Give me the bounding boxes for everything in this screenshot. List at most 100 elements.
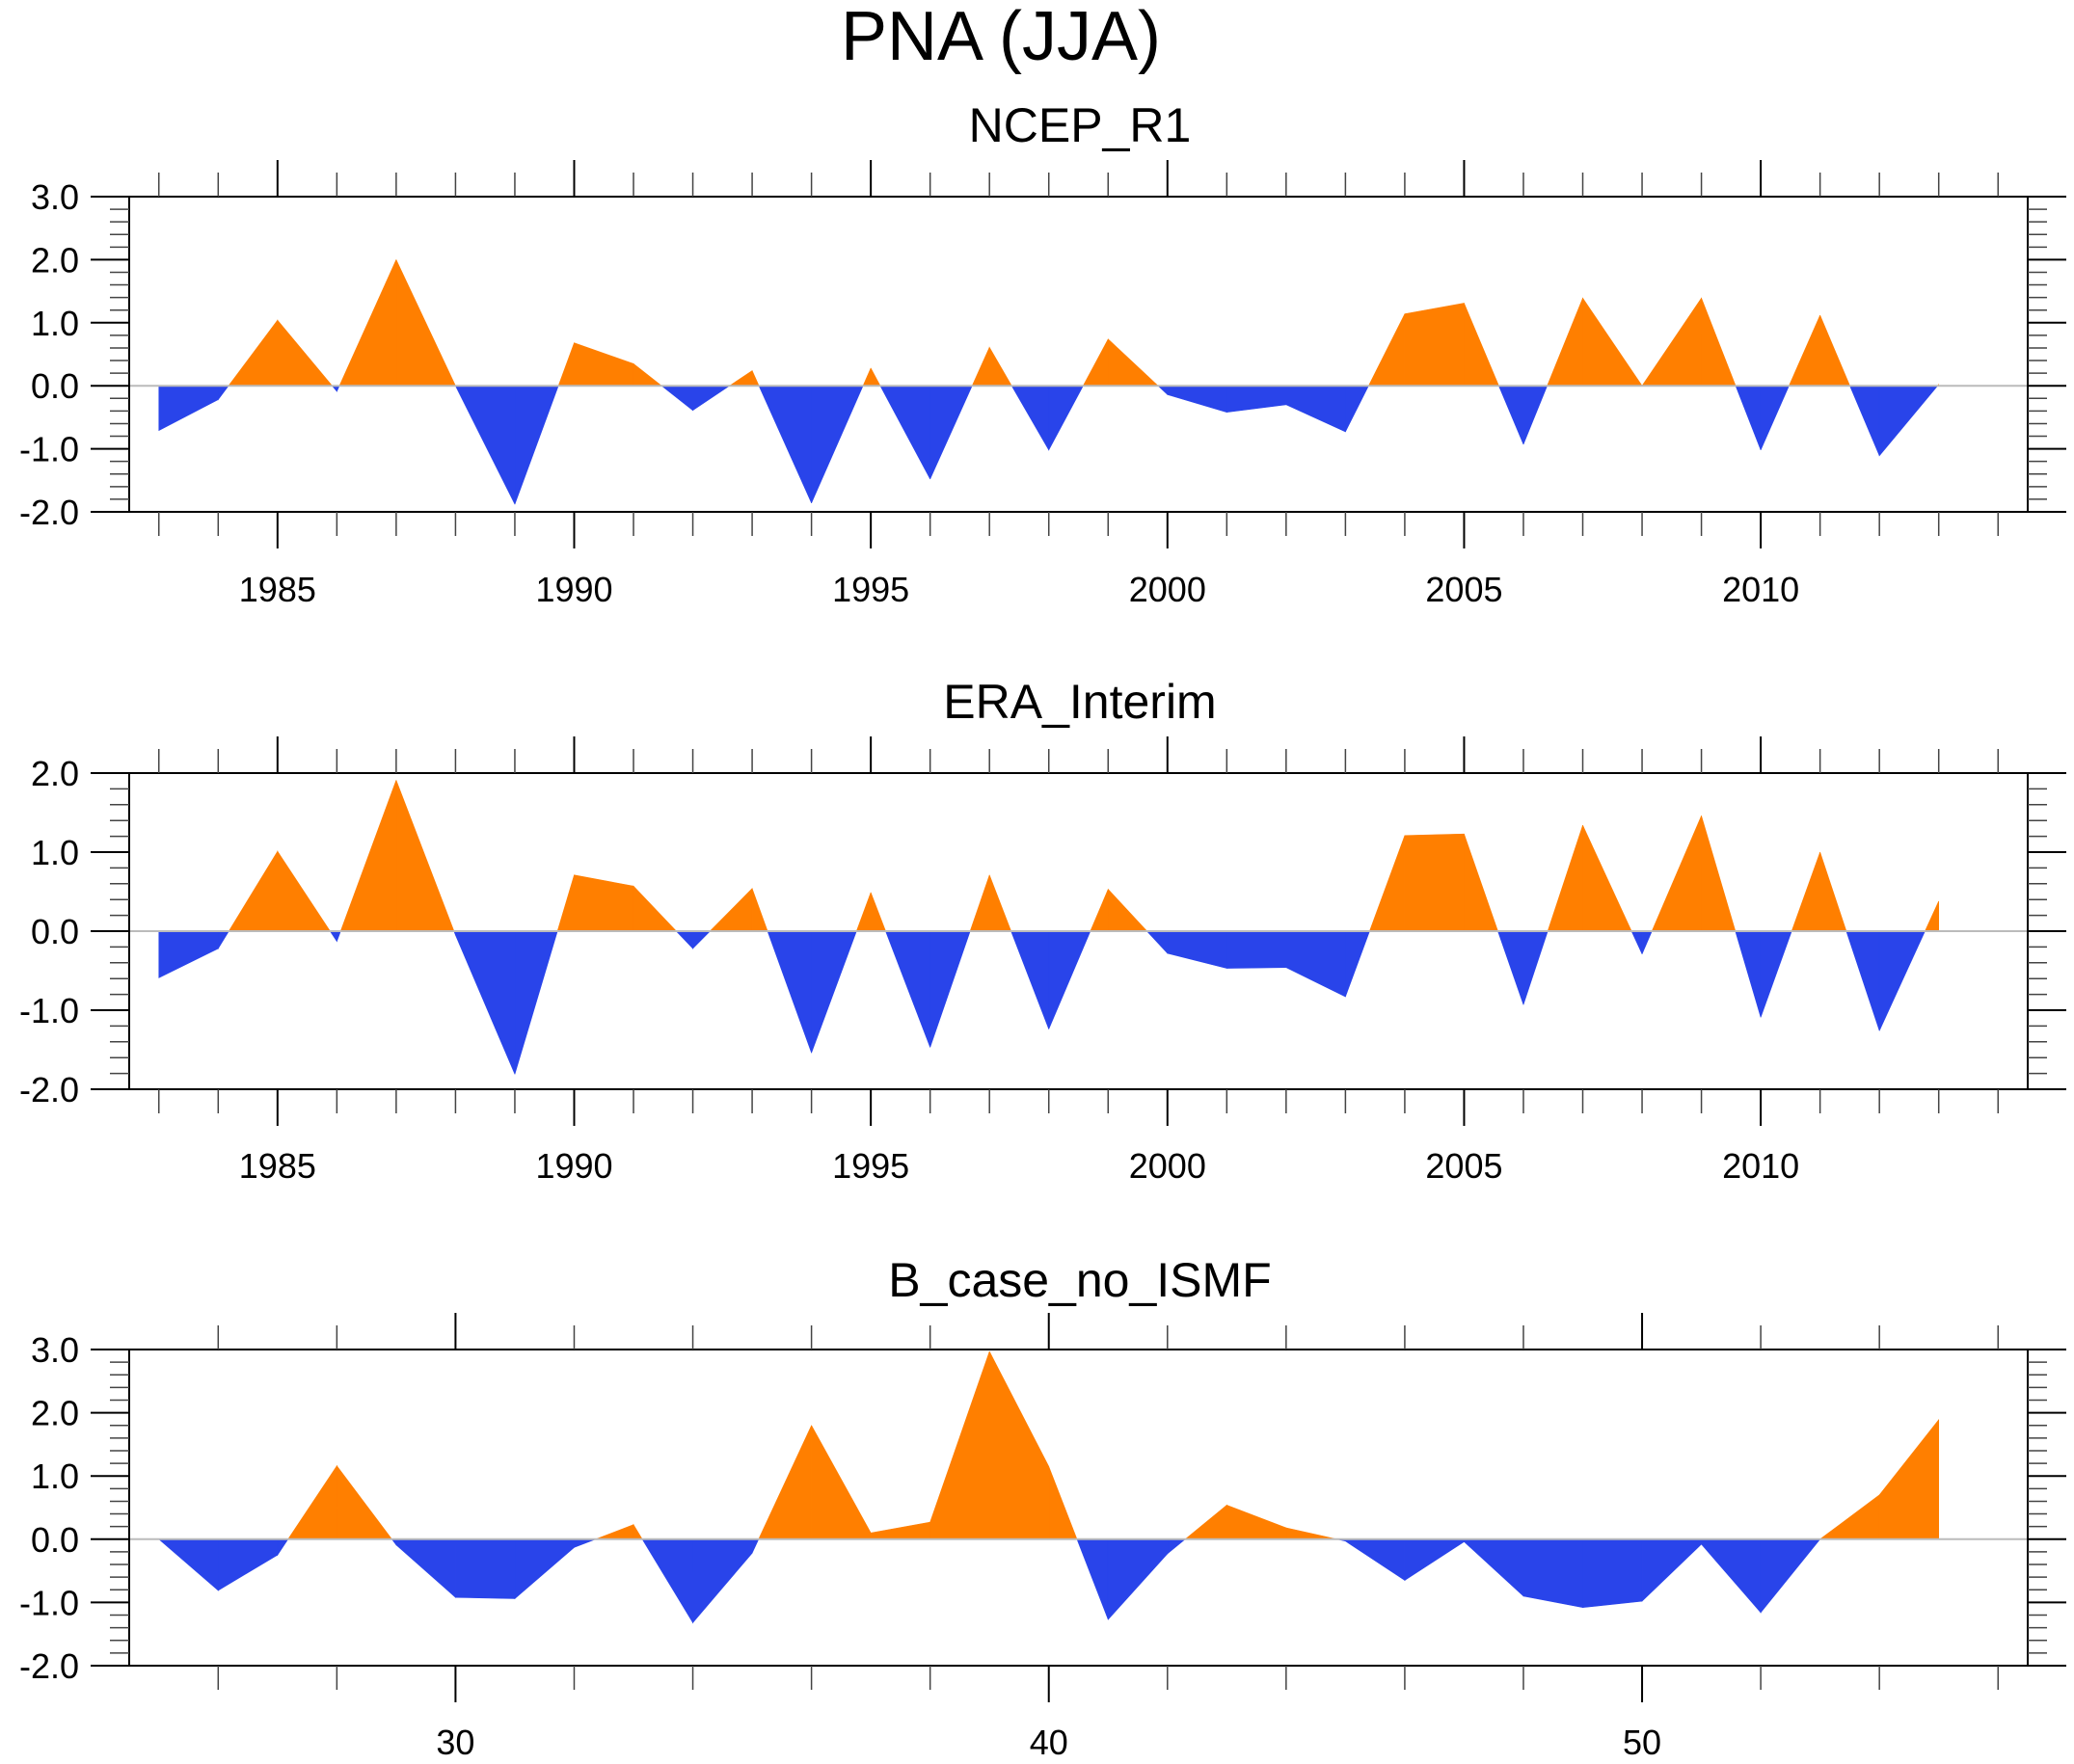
negative-area: [929, 385, 973, 480]
plot-frame: [128, 1349, 2029, 1667]
negative-area: [660, 385, 693, 412]
positive-area: [1285, 1527, 1337, 1540]
y-tick-label: 1.0: [31, 1457, 79, 1496]
negative-area: [758, 385, 812, 503]
positive-area: [988, 346, 1012, 387]
positive-area: [574, 342, 634, 387]
negative-area: [1345, 1538, 1406, 1581]
panel-b-case-no-ismf: B_case_no_ISMF -2.0 -1.0 0.0 1.0 2.0 3.0 30 40 5…: [19, 1253, 2066, 1762]
positive-area: [338, 259, 397, 387]
y-tick-label: 0.0: [31, 912, 79, 951]
area-fills: [158, 780, 1939, 1075]
positive-area: [969, 874, 990, 932]
negative-area: [1497, 930, 1524, 1005]
y-tick-label: 3.0: [31, 1330, 79, 1370]
positive-area: [971, 347, 990, 387]
positive-area: [1701, 298, 1737, 387]
negative-area: [514, 1538, 575, 1600]
positive-area: [633, 362, 662, 387]
negative-area: [811, 385, 864, 503]
negative-area: [885, 930, 930, 1048]
negative-area: [277, 1538, 289, 1557]
panel-era-interim: ERA_Interim -2.0 -1.0 0.0 1.0 2.0 1985 1990 199…: [19, 675, 2066, 1186]
positive-area: [557, 342, 575, 387]
negative-area: [337, 930, 341, 942]
positive-area: [855, 892, 872, 932]
x-tick-label: 1995: [832, 570, 909, 609]
positive-area: [395, 259, 456, 387]
positive-area: [751, 888, 768, 932]
negative-area: [675, 930, 693, 949]
negative-area: [1464, 1538, 1524, 1597]
positive-area: [1924, 900, 1939, 932]
y-tick-label: -2.0: [19, 493, 79, 532]
positive-area: [1464, 834, 1498, 932]
negative-area: [1226, 930, 1287, 969]
y-tick-label: 2.0: [31, 240, 79, 280]
positive-area: [1819, 851, 1847, 932]
positive-area: [1404, 303, 1465, 387]
x-tick-label: 2000: [1129, 570, 1206, 609]
positive-area: [870, 1521, 930, 1540]
negative-area: [692, 385, 731, 412]
negative-area: [692, 930, 712, 949]
negative-area: [641, 1538, 693, 1624]
positive-area: [1226, 1504, 1287, 1540]
negative-area: [1167, 1538, 1187, 1555]
negative-area: [1145, 930, 1169, 954]
negative-area: [1167, 930, 1227, 969]
x-tick-label: 1990: [535, 570, 612, 609]
negative-area: [692, 1538, 753, 1624]
negative-area: [1345, 385, 1369, 433]
negative-area: [1167, 385, 1227, 414]
positive-area: [1819, 314, 1850, 387]
negative-area: [1497, 385, 1524, 445]
panel-title: ERA_Interim: [943, 675, 1216, 729]
positive-area: [574, 874, 634, 932]
negative-area: [1849, 385, 1880, 456]
positive-area: [395, 780, 455, 932]
positive-area: [339, 780, 397, 932]
positive-area: [337, 1464, 393, 1540]
positive-area: [1582, 824, 1632, 932]
positive-area: [870, 892, 886, 932]
x-tick-label: 2000: [1129, 1146, 1206, 1186]
area-fills: [158, 259, 1939, 505]
negative-area: [158, 930, 219, 978]
positive-area: [1107, 888, 1148, 932]
y-tick-label: 2.0: [31, 1394, 79, 1433]
negative-area: [1345, 930, 1370, 998]
negative-area: [1582, 1538, 1643, 1608]
positive-area: [277, 319, 334, 387]
negative-area: [1010, 385, 1050, 452]
plot-frame: [128, 196, 2029, 513]
positive-area: [1547, 298, 1583, 387]
negative-area: [811, 930, 857, 1054]
negative-area: [218, 1538, 279, 1591]
negative-area: [1404, 1538, 1465, 1581]
positive-area: [1082, 338, 1109, 387]
negative-area: [1735, 385, 1762, 451]
y-tick-label: -2.0: [19, 1646, 79, 1686]
negative-area: [1522, 1538, 1583, 1609]
x-tick-label: 2010: [1722, 1146, 1799, 1186]
positive-area: [709, 887, 753, 932]
negative-area: [1760, 1538, 1821, 1614]
positive-area: [1404, 833, 1465, 932]
negative-area: [1878, 385, 1939, 457]
negative-area: [395, 1538, 456, 1598]
positive-area: [1090, 889, 1109, 932]
negative-area: [1641, 1538, 1702, 1602]
positive-area: [633, 1523, 643, 1540]
x-tick-label: 30: [436, 1723, 474, 1762]
positive-area: [1641, 297, 1702, 387]
negative-area: [1760, 930, 1792, 1018]
x-tick-label: 40: [1030, 1723, 1068, 1762]
area-fills: [157, 1350, 1939, 1624]
positive-area: [633, 885, 678, 932]
negative-area: [218, 930, 229, 950]
y-tick-label: -1.0: [19, 991, 79, 1030]
negative-area: [767, 930, 812, 1054]
x-tick-label: 1985: [239, 570, 316, 609]
positive-area: [751, 370, 760, 387]
